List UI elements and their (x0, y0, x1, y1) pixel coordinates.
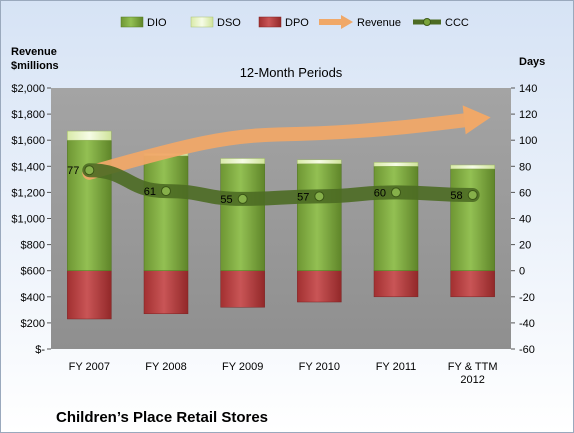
ccc-point (467, 190, 478, 201)
bar-dso (220, 158, 265, 164)
right-tick-label: 140 (519, 83, 537, 95)
left-tick-label: $1,200 (11, 187, 45, 199)
x-tick-label: FY 2007 (69, 361, 110, 373)
ccc-data-label: 55 (220, 194, 232, 206)
chart-title: 12-Month Periods (240, 65, 343, 80)
bar-dpo (67, 270, 112, 320)
bar-dpo (297, 270, 342, 303)
right-tick-label: 0 (519, 266, 525, 278)
ccc-data-label: 57 (297, 191, 309, 203)
left-axis-label-line2: $millions (11, 60, 59, 72)
ccc-data-label: 60 (374, 187, 386, 199)
x-tick-label: FY & TTM (448, 361, 498, 373)
bar-dpo (373, 270, 419, 298)
bar-dpo (220, 270, 265, 308)
legend-label-dpo: DPO (285, 17, 309, 29)
footer-title: Children’s Place Retail Stores (56, 409, 268, 426)
right-tick-label: 80 (519, 161, 531, 173)
legend-marker-ccc (423, 18, 431, 26)
bar-dio (143, 155, 189, 271)
right-tick-label: -60 (519, 344, 535, 356)
left-tick-label: $1,600 (11, 135, 45, 147)
revenue-series (82, 105, 491, 180)
left-tick-label: $400 (21, 292, 45, 304)
left-tick-label: $1,800 (11, 109, 45, 121)
right-axis-label: Days (519, 56, 545, 68)
bar-dio (297, 163, 342, 271)
legend-swatch-dio (120, 16, 144, 28)
left-tick-label: $1,000 (11, 214, 45, 226)
legend-label-dso: DSO (217, 17, 241, 29)
right-tick-label: 20 (519, 240, 531, 252)
bar-dso (297, 159, 342, 164)
right-tick-label: 120 (519, 109, 537, 121)
bar-dso (67, 130, 112, 141)
revenue-line (82, 113, 472, 180)
x-tick-label: FY 2009 (222, 361, 263, 373)
x-tick-label: FY 2011 (376, 361, 417, 373)
legend-swatch-dpo (258, 16, 282, 28)
ccc-data-label: 61 (144, 186, 156, 198)
left-tick-label: $1,400 (11, 161, 45, 173)
ccc-line (82, 163, 480, 206)
bar-dio (450, 168, 495, 271)
right-axis: 140 120 100 80 60 40 20 0 -20 -40 -60 (511, 83, 537, 356)
x-axis: FY 2007 FY 2008 FY 2009 FY 2010 FY 2011 FY & … (69, 361, 498, 386)
legend-label-revenue: Revenue (357, 17, 401, 29)
right-tick-label: 40 (519, 214, 531, 226)
left-axis: $2,000 $1,800 $1,600 $1,400 $1,200 $1,000 $800… (11, 83, 51, 356)
legend-swatch-dso (190, 16, 214, 28)
right-tick-label: 100 (519, 135, 537, 147)
legend-label-dio: DIO (147, 17, 167, 29)
right-tick-label: -20 (519, 292, 535, 304)
ccc-data-label: 58 (450, 190, 462, 202)
left-tick-label: $200 (21, 318, 45, 330)
ccc-point (237, 193, 248, 204)
ccc-point (161, 186, 171, 197)
bar-dio (220, 163, 265, 271)
x-tick-label: FY 2008 (145, 361, 186, 373)
bar-dso (450, 164, 495, 170)
left-tick-label: $- (35, 344, 45, 356)
ccc-point (314, 191, 325, 202)
bar-dio (373, 166, 419, 271)
ccc-point (84, 165, 95, 176)
ccc-point (391, 187, 401, 198)
left-axis-label-line1: Revenue (11, 46, 57, 58)
ccc-data-label: 77 (67, 165, 79, 177)
ccc-series: 77 61 55 57 60 58 (67, 163, 480, 206)
left-tick-label: $2,000 (11, 83, 45, 95)
left-tick-label: $800 (21, 240, 45, 252)
bar-dso (373, 162, 419, 167)
x-tick-label: 2012 (460, 374, 484, 386)
bar-dpo (450, 270, 495, 298)
legend: DIO DSO DPO Revenue CCC (120, 15, 469, 29)
legend-label-ccc: CCC (445, 17, 469, 29)
right-tick-label: 60 (519, 187, 531, 199)
bar-dpo (143, 270, 189, 315)
revenue-arrowhead (462, 105, 491, 135)
legend-arrow-revenue (341, 15, 353, 29)
bar-dio (67, 139, 112, 271)
left-tick-label: $600 (21, 266, 45, 278)
right-tick-label: -40 (519, 318, 535, 330)
x-tick-label: FY 2010 (299, 361, 340, 373)
